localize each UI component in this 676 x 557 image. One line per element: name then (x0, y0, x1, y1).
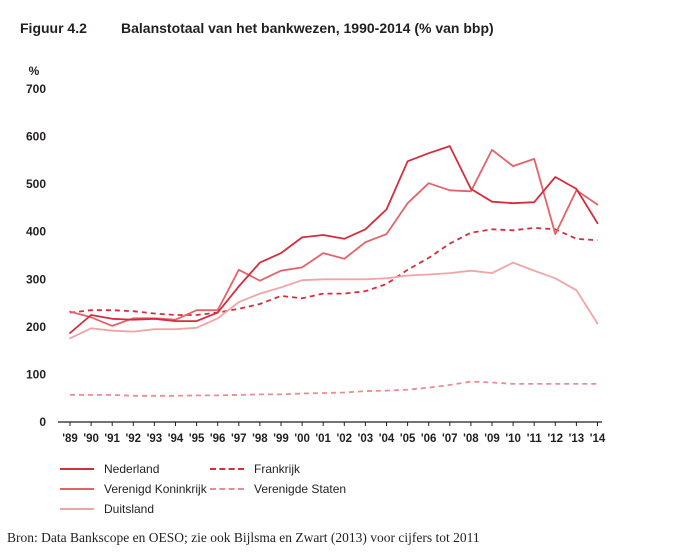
x-tick-label: '93 (147, 433, 163, 445)
y-tick-label: 600 (26, 130, 46, 144)
x-tick-label: '05 (400, 433, 416, 445)
x-tick-label: '02 (337, 433, 353, 445)
series-line-nederland (69, 145, 599, 334)
y-tick-label: 400 (26, 225, 46, 239)
legend-swatch (210, 488, 244, 490)
x-tick-label: '01 (315, 433, 331, 445)
legend-swatch (60, 468, 94, 470)
legend-label: Verenigde Staten (254, 482, 347, 496)
legend-item-duitsland: Duitsland (60, 502, 154, 516)
figure-label: Figuur 4.2 (20, 20, 87, 36)
legend-label: Verenigd Koninkrijk (104, 482, 207, 496)
chart-legend: Nederland Verenigd Koninkrijk Duitsland … (60, 462, 460, 522)
legend-label: Duitsland (104, 502, 155, 516)
x-tick-label: '97 (231, 433, 247, 445)
source-note: Bron: Data Bankscope en OESO; zie ook Bi… (7, 530, 480, 545)
y-axis-unit-label: % (29, 64, 40, 78)
x-tick-label: '03 (358, 433, 374, 445)
y-tick-label: 0 (39, 415, 46, 429)
x-tick-label: '00 (294, 433, 310, 445)
series-line-verenigd-koninkrijk (69, 148, 599, 327)
x-tick-label: '89 (62, 433, 78, 445)
legend-label: Nederland (104, 462, 160, 476)
legend-item-nederland: Nederland (60, 462, 159, 476)
x-tick-label: '94 (168, 433, 184, 445)
legend-swatch (210, 468, 244, 470)
x-tick-label: '92 (126, 433, 142, 445)
x-tick-label: '12 (548, 433, 564, 445)
series-line-duitsland (69, 261, 599, 340)
x-tick-label: '10 (505, 433, 521, 445)
x-tick-label: '98 (252, 433, 268, 445)
x-tick-label: '90 (83, 433, 99, 445)
y-tick-label: 700 (26, 82, 46, 96)
x-tick-label: '91 (104, 433, 120, 445)
series-line-verenigde-staten (70, 380, 598, 397)
x-tick-label: '06 (421, 433, 437, 445)
x-tick-label: '04 (379, 433, 395, 445)
figure-title: Balanstotaal van het bankwezen, 1990-201… (121, 20, 494, 36)
x-tick-label: '99 (273, 433, 289, 445)
x-tick-label: '13 (569, 433, 585, 445)
x-tick-label: '11 (527, 433, 542, 445)
series-line-frankrijk (69, 226, 598, 316)
x-tick-label: '96 (210, 433, 226, 445)
x-tick-label: '09 (484, 433, 500, 445)
x-tick-label: '08 (463, 433, 479, 445)
x-tick-label: '14 (590, 433, 606, 445)
y-tick-label: 100 (26, 367, 46, 381)
legend-label: Frankrijk (254, 462, 301, 476)
legend-swatch (60, 508, 94, 510)
legend-item-verenigd-koninkrijk: Verenigd Koninkrijk (60, 482, 207, 496)
x-tick-label: '95 (189, 433, 205, 445)
y-tick-label: 300 (26, 272, 46, 286)
y-tick-label: 500 (26, 177, 46, 191)
x-tick-label: '07 (442, 433, 458, 445)
legend-item-verenigde-staten: Verenigde Staten (210, 482, 346, 496)
y-tick-label: 200 (26, 320, 46, 334)
legend-swatch (60, 488, 94, 490)
legend-item-frankrijk: Frankrijk (210, 462, 300, 476)
